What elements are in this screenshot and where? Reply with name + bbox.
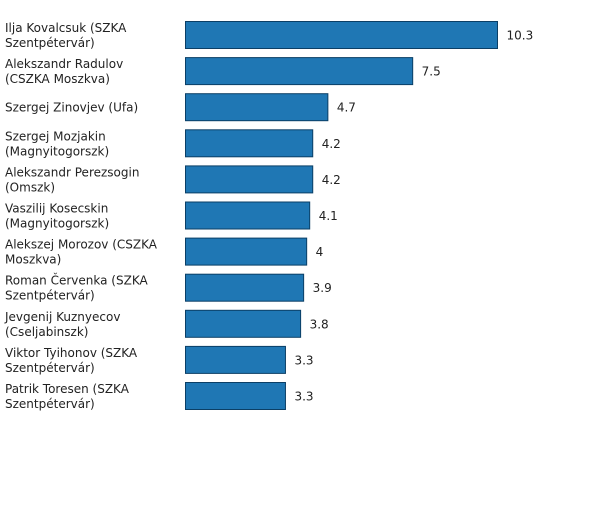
bar-7	[185, 273, 305, 302]
category-label-7: Roman Červenka (SZKA Szentpétervár)	[5, 273, 148, 303]
value-label-6: 4	[316, 245, 324, 259]
value-label-2: 4.7	[337, 101, 356, 115]
bar-0	[185, 21, 498, 49]
bar-4	[185, 165, 314, 194]
value-label-8: 3.8	[310, 317, 329, 331]
category-label-2: Szergej Zinovjev (Ufa)	[5, 101, 138, 115]
bar-5	[185, 201, 311, 230]
value-label-7: 3.9	[313, 281, 332, 295]
value-label-3: 4.2	[322, 137, 341, 151]
bars	[185, 21, 498, 410]
value-label-0: 10.3	[507, 29, 534, 43]
value-label-10: 3.3	[294, 390, 313, 404]
category-label-10: Patrik Toresen (SZKA Szentpétervár)	[5, 382, 130, 411]
bar-10	[185, 382, 286, 410]
category-label-4: Alekszandr Perezsogin (Omszk)	[5, 165, 139, 194]
value-labels: 10.3 7.5 4.7 4.2 4.2 4.1 4 3.9 3.8 3.3 3.3	[294, 29, 533, 404]
category-label-6: Alekszej Morozov (CSZKA Moszkva)	[5, 238, 158, 267]
value-label-9: 3.3	[294, 353, 313, 367]
value-label-5: 4.1	[319, 209, 338, 223]
bar-2	[185, 93, 329, 122]
category-label-9: Viktor Tyihonov (SZKA Szentpétervár)	[5, 346, 138, 375]
category-label-5: Vaszilij Kosecskin (Magnyitogorszk)	[5, 202, 109, 231]
category-label-3: Szergej Mozjakin (Magnyitogorszk)	[5, 129, 109, 158]
bar-3	[185, 129, 314, 158]
bar-6	[185, 237, 308, 266]
category-labels: Ilja Kovalcsuk (SZKA Szentpétervár) Aleksz…	[4, 21, 158, 411]
bar-1	[185, 57, 414, 86]
category-label-1: Alekszandr Radulov (CSZKA Moszkva)	[5, 57, 123, 86]
value-label-4: 4.2	[322, 173, 341, 187]
category-label-0: Ilja Kovalcsuk (SZKA Szentpétervár)	[5, 21, 127, 50]
category-label-8: Jevgenij Kuznyecov (Cseljabinszk)	[4, 310, 120, 339]
bar-8	[185, 309, 302, 338]
value-label-1: 7.5	[422, 65, 441, 79]
bar-9	[185, 345, 286, 374]
